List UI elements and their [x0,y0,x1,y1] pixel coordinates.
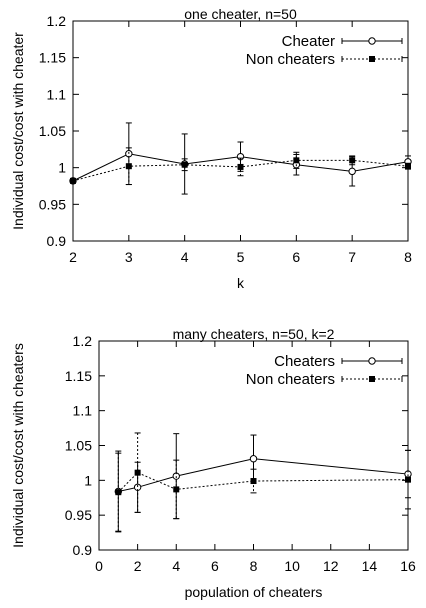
x-tick-label: 14 [362,558,378,574]
data-point [349,157,356,164]
data-point [134,469,141,476]
legend-label: Non cheaters [246,51,335,68]
legend-entry: Cheater [282,33,403,50]
legend-entry: Cheaters [274,353,403,370]
data-point [181,161,188,168]
y-tick-label: 1.1 [47,86,67,102]
x-tick-label: 7 [348,249,356,265]
y-tick-label: 1.2 [47,13,67,29]
x-tick-label: 8 [250,558,258,574]
legend-label: Cheaters [274,353,335,370]
data-point [173,486,180,493]
y-tick-label: 1 [58,160,66,176]
series-line [117,472,409,493]
y-axis-label: Individual cost/cost with cheaters [10,343,26,548]
y-tick-label: 0.9 [73,542,93,558]
y-tick-label: 1 [84,472,92,488]
legend-label: Cheater [282,33,335,50]
series-2 [115,432,411,532]
x-tick-label: 4 [172,558,180,574]
chart-title: many cheaters, n=50, k=2 [173,326,335,342]
data-point [70,177,76,184]
data-point [405,476,411,483]
y-tick-label: 1.05 [65,438,92,454]
legend-marker [368,357,376,365]
data-point [348,167,356,176]
y-tick-label: 1.15 [65,368,92,384]
data-point [237,163,244,170]
x-tick-label: 12 [323,558,339,574]
x-tick-label: 4 [181,249,189,265]
data-point [125,163,132,170]
y-tick-label: 1.05 [39,123,66,139]
data-point [405,163,411,170]
y-tick-label: 1.15 [39,50,66,66]
chart-title: one cheater, n=50 [184,6,297,22]
legend-marker [369,376,375,382]
x-tick-label: 6 [292,249,300,265]
series-line [118,458,409,492]
y-tick-label: 0.9 [47,233,67,249]
legend-entry: Non cheaters [246,51,403,68]
data-point [250,478,257,485]
x-axis-label: k [237,275,245,291]
x-tick-label: 8 [404,249,412,265]
data-point [293,157,300,164]
chart-panel-1: 0.9 0.95 1 1.05 1.1 1.15 1.2 2 3 4 5 6 7 8 one cheater… [10,6,412,291]
plot-frame [72,20,409,242]
y-axis-label: Individual cost/cost with cheater [10,32,26,230]
x-tick-label: 6 [211,558,219,574]
x-tick-label: 0 [95,558,103,574]
y-tick-label: 0.95 [65,507,92,523]
x-tick-label: 5 [237,249,245,265]
x-tick-label: 10 [284,558,300,574]
data-point [249,455,258,463]
legend-label: Non cheaters [246,371,335,388]
x-tick-label: 16 [400,558,416,574]
data-point [115,489,122,496]
series-2 [70,147,411,186]
x-tick-label: 2 [69,249,77,265]
legend-marker [368,37,376,45]
series-1 [114,433,412,533]
x-tick-label: 3 [125,249,133,265]
legend-entry: Non cheaters [246,371,403,388]
y-tick-label: 1.2 [73,333,93,349]
x-tick-label: 2 [134,558,142,574]
legend-marker [369,56,375,62]
y-tick-label: 1.1 [73,403,93,419]
chart-panel-2: 0.9 0.95 1 1.05 1.1 1.15 1.2 0 2 4 6 8 10 12 14 16 many … [10,326,416,600]
x-axis-label: population of cheaters [185,584,323,600]
y-tick-label: 0.95 [39,196,66,212]
